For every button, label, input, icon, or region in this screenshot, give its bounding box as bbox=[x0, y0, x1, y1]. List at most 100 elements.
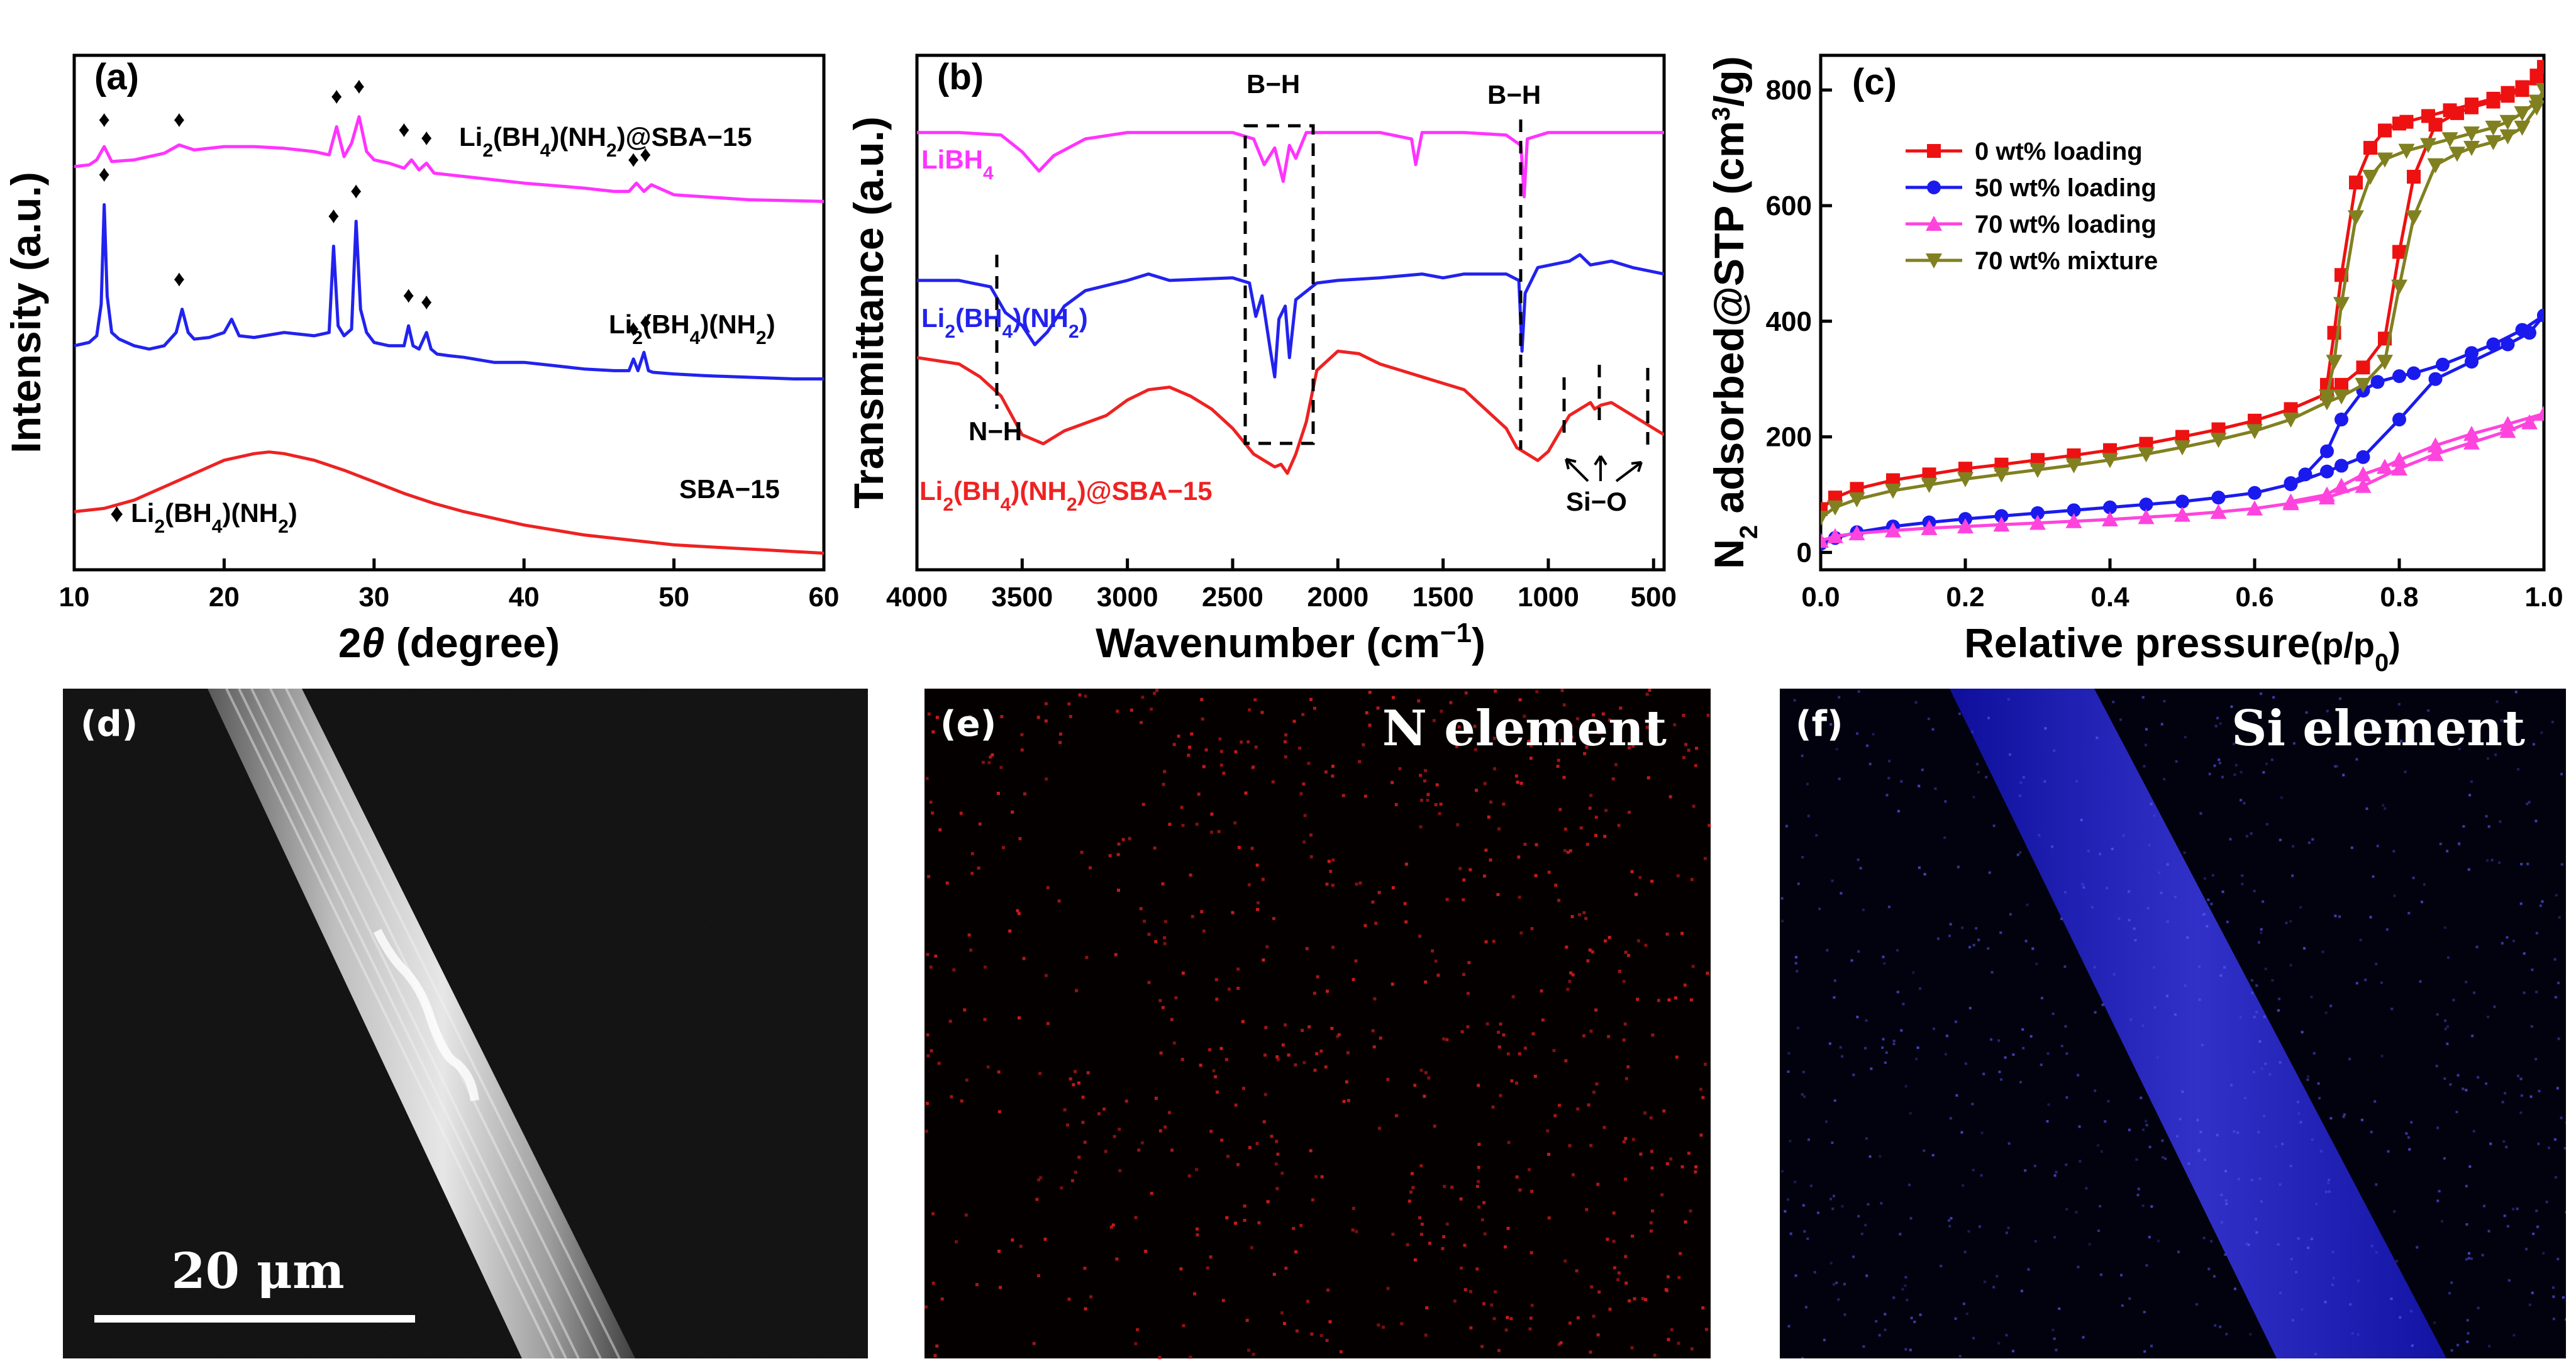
n-map-dot bbox=[1596, 1182, 1600, 1186]
n-map-dot bbox=[1200, 697, 1204, 701]
si-map-dot bbox=[2121, 1304, 2124, 1307]
si-map-dot bbox=[2307, 841, 2311, 845]
n-map-dot bbox=[1226, 1155, 1230, 1158]
si-map-dot bbox=[1977, 770, 1980, 774]
si-map-dot bbox=[2375, 962, 2378, 965]
n-map-dot bbox=[1477, 1084, 1480, 1087]
si-map-dot bbox=[1972, 1168, 1975, 1172]
n-map-dot bbox=[1302, 782, 1306, 786]
si-map-dot bbox=[1796, 970, 1799, 973]
n-map-dot bbox=[1128, 836, 1131, 840]
n-map-dot bbox=[1682, 756, 1686, 760]
si-map-dot bbox=[2218, 758, 2221, 762]
si-map-dot bbox=[2332, 1277, 2335, 1280]
si-map-dot bbox=[2370, 1131, 2373, 1134]
n-map-dot bbox=[1083, 1267, 1087, 1270]
n-map-dot bbox=[1154, 1096, 1158, 1100]
n-map-dot bbox=[1326, 989, 1330, 993]
si-map-dot bbox=[2150, 1345, 2153, 1348]
isotherm-point bbox=[1886, 473, 1900, 487]
si-map-dot bbox=[2128, 890, 2131, 893]
si-map-dot bbox=[2019, 781, 2023, 784]
n-map-dot bbox=[1248, 708, 1252, 712]
xrd-plot-frame bbox=[72, 53, 826, 572]
si-map-dot bbox=[1884, 1328, 1887, 1331]
si-map-dot bbox=[1972, 796, 1975, 799]
si-map-dot bbox=[2258, 1040, 2262, 1043]
si-map-dot bbox=[2210, 1240, 2213, 1243]
si-map-dot bbox=[2087, 850, 2090, 853]
n-map-dot bbox=[1244, 791, 1248, 795]
si-map-dot bbox=[2157, 1240, 2160, 1243]
n-map-dot bbox=[1170, 1018, 1174, 1021]
si-map-dot bbox=[2438, 1190, 2441, 1193]
n-map-dot bbox=[1616, 1278, 1620, 1282]
n-map-dot bbox=[927, 712, 931, 716]
si-map-dot bbox=[2233, 1130, 2236, 1133]
n-map-dot bbox=[1460, 1030, 1464, 1034]
si-map-dot bbox=[2163, 777, 2166, 780]
si-map-dot bbox=[2535, 1209, 2538, 1213]
si-map-dot bbox=[2552, 1295, 2555, 1298]
n-map-dot bbox=[1150, 1192, 1153, 1196]
n-map-dot bbox=[1624, 1136, 1628, 1140]
n-map-dot bbox=[1327, 860, 1331, 863]
si-map-dot bbox=[2517, 1074, 2520, 1077]
n-map-dot bbox=[1352, 978, 1355, 982]
si-map-dot bbox=[2128, 1297, 2131, 1300]
si-map-dot bbox=[1904, 1348, 1907, 1351]
n-map-dot bbox=[1276, 1058, 1280, 1062]
n-map-dot bbox=[1624, 1281, 1628, 1285]
n-map-dot bbox=[1233, 821, 1237, 825]
isotherm-point bbox=[2320, 444, 2334, 458]
n-map-dot bbox=[1341, 794, 1345, 797]
si-map-dot bbox=[2143, 1311, 2146, 1314]
si-map-dot bbox=[1801, 855, 1804, 858]
ftir-x-axis-title: Wavenumber (cm−1) bbox=[1096, 618, 1485, 667]
si-map-dot bbox=[2523, 991, 2526, 994]
si-map-dot bbox=[1962, 1302, 1965, 1306]
si-map-dot bbox=[2376, 845, 2379, 848]
si-map-dot bbox=[1909, 1217, 1913, 1220]
n-map-dot bbox=[1428, 1241, 1431, 1245]
si-map-dot bbox=[1943, 836, 1946, 840]
n-map-dot bbox=[1193, 1292, 1197, 1296]
isotherm-point bbox=[2514, 120, 2531, 136]
n-map-dot bbox=[1694, 763, 1697, 767]
si-map-dot bbox=[2297, 1101, 2300, 1104]
n-map-dot bbox=[1215, 997, 1219, 1001]
n-map-dot bbox=[1331, 764, 1335, 768]
n-map-dot bbox=[1592, 1091, 1596, 1094]
si-map-dot bbox=[2233, 773, 2236, 776]
n-map-dot bbox=[1645, 726, 1649, 730]
n-map-dot bbox=[1195, 1168, 1199, 1172]
n-map-dot bbox=[1614, 763, 1618, 767]
si-map-dot bbox=[1965, 1313, 1968, 1316]
xrd-x-tick-label: 10 bbox=[59, 582, 90, 613]
n-map-dot bbox=[1419, 1164, 1423, 1168]
si-map-dot bbox=[2370, 1245, 2373, 1248]
n-map-dot bbox=[1413, 1084, 1417, 1087]
si-map-dot bbox=[2250, 832, 2253, 835]
n-map-dot bbox=[1320, 1175, 1324, 1179]
si-map-dot bbox=[2392, 850, 2396, 853]
n-map-dot bbox=[1208, 1048, 1212, 1052]
n-map-dot bbox=[1159, 1051, 1163, 1055]
n-map-dot bbox=[1037, 1178, 1041, 1182]
n-map-dot bbox=[1624, 1177, 1628, 1181]
n-map-dot bbox=[1547, 1216, 1551, 1220]
n-map-dot bbox=[929, 801, 933, 804]
n-map-dot bbox=[1305, 946, 1309, 950]
isotherm-x-tick-label: 0.0 bbox=[1801, 582, 1840, 613]
si-map-dot bbox=[2237, 1177, 2240, 1180]
n-map-dot bbox=[1518, 698, 1522, 702]
si-map-dot bbox=[1885, 1051, 1888, 1054]
si-map-dot bbox=[2035, 962, 2038, 965]
isotherm-desorption-line-0 bbox=[2325, 66, 2544, 386]
n-map-dot bbox=[1690, 877, 1694, 881]
si-map-dot bbox=[2065, 1163, 2068, 1166]
n-map-dot bbox=[1622, 980, 1626, 984]
si-map-dot bbox=[2145, 1124, 2148, 1127]
n-map-dot bbox=[1597, 731, 1601, 735]
n-map-dot bbox=[1153, 691, 1157, 695]
